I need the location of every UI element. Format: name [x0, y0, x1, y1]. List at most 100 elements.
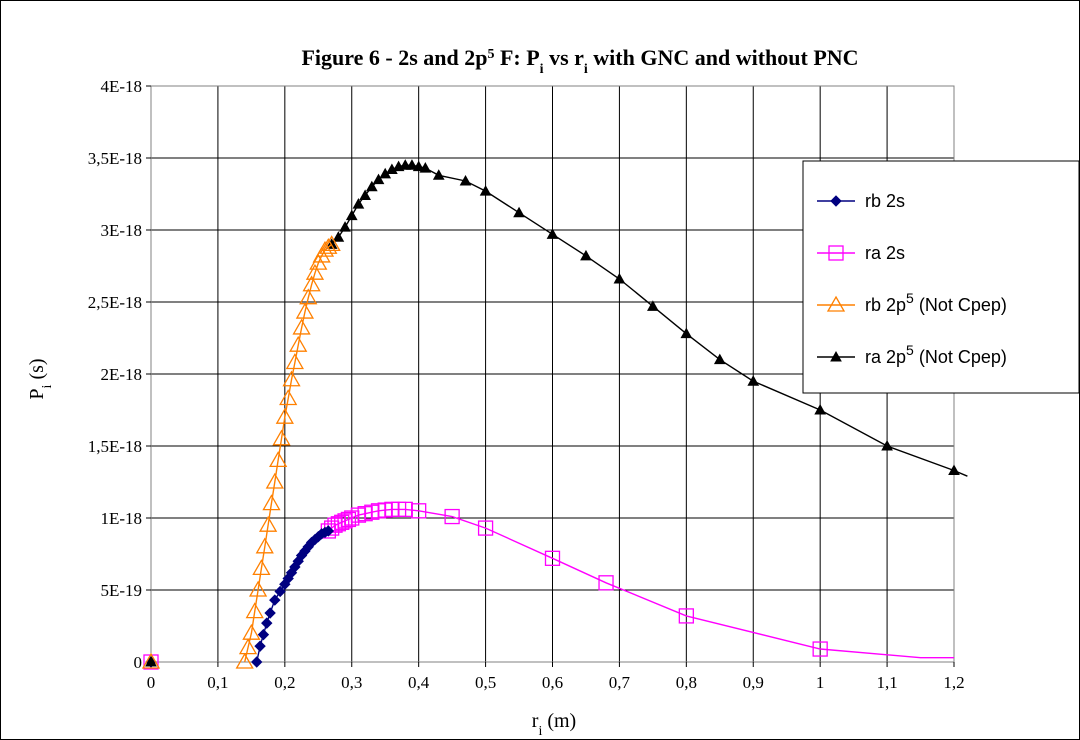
data-point: [269, 594, 281, 606]
data-point: [814, 403, 827, 415]
data-point: [265, 472, 284, 489]
data-point: [305, 263, 325, 280]
legend-label: ra 2p5 (Not Cpep): [865, 342, 1007, 367]
x-tick-label: 0,5: [475, 673, 496, 692]
data-point: [315, 240, 335, 257]
legend-label: ra 2s: [865, 243, 905, 263]
y-tick-label: 2E-18: [100, 365, 142, 384]
data-point: [235, 652, 254, 669]
data-point: [948, 464, 960, 475]
data-point: [285, 353, 304, 370]
legend-label: rb 2p5 (Not Cpep): [865, 290, 1007, 315]
x-tick-label: 0,3: [341, 673, 362, 692]
x-tick-label: 0,1: [207, 673, 228, 692]
data-point: [345, 209, 358, 221]
data-point: [245, 602, 264, 619]
x-tick-label: 1,1: [876, 673, 897, 692]
data-point: [282, 370, 301, 387]
data-point: [264, 607, 276, 619]
series-line: [244, 243, 333, 663]
data-point: [252, 559, 271, 576]
data-point: [340, 511, 357, 528]
data-point: [322, 235, 341, 252]
data-point: [319, 237, 338, 254]
y-tick-label: 3E-18: [100, 221, 142, 240]
x-tick-label: 0,8: [676, 673, 697, 692]
x-tick-label: 0,2: [274, 673, 295, 692]
data-point: [238, 638, 258, 655]
data-point: [613, 272, 626, 284]
y-axis-label: Pi (s): [26, 358, 55, 399]
data-point: [419, 162, 432, 173]
legend-item: rb 2s: [817, 191, 905, 211]
data-point: [444, 508, 460, 525]
data-point: [365, 180, 378, 192]
series-3: [141, 235, 341, 669]
data-point: [352, 198, 365, 209]
series-1: [145, 525, 335, 668]
data-point: [546, 228, 559, 239]
x-tick-label: 0,4: [408, 673, 430, 692]
data-point: [242, 623, 261, 640]
data-point: [680, 327, 693, 339]
legend-marker: [826, 295, 846, 312]
y-tick-label: 3,5E-18: [88, 149, 142, 168]
data-point: [251, 656, 263, 668]
data-point: [812, 641, 828, 657]
data-point: [257, 628, 270, 641]
data-point: [254, 640, 266, 652]
y-tick-label: 1,5E-18: [88, 437, 142, 456]
data-point: [145, 655, 157, 667]
x-tick-label: 0,6: [542, 673, 563, 692]
chart-title: Figure 6 - 2s and 2p5 F: Pi vs ri with G…: [301, 45, 858, 77]
y-tick-label: 1E-18: [100, 509, 142, 528]
legend-item: rb 2p5 (Not Cpep): [817, 290, 1007, 315]
data-point: [332, 231, 345, 242]
data-point: [678, 608, 694, 624]
data-point: [299, 288, 318, 305]
data-point: [275, 407, 294, 424]
data-point: [359, 189, 371, 200]
x-tick-label: 0,7: [609, 673, 631, 692]
data-point: [339, 221, 351, 232]
legend-box: [802, 160, 1079, 394]
data-point: [272, 429, 291, 446]
data-point: [269, 451, 288, 468]
x-tick-label: 1: [816, 673, 825, 692]
data-point: [274, 585, 286, 598]
legend[interactable]: rb 2s ra 2s rb 2p5 (Not Cpep) ra 2p5 (Not C…: [802, 160, 1079, 394]
legend-item: ra 2p5 (Not Cpep): [817, 342, 1007, 367]
data-point: [258, 515, 278, 532]
series-line: [256, 530, 329, 663]
data-point: [255, 537, 274, 554]
data-point: [279, 389, 298, 406]
data-point: [459, 175, 472, 186]
data-point: [302, 275, 321, 292]
series-2: [143, 501, 954, 670]
data-point: [141, 652, 161, 669]
series-line: [327, 508, 954, 659]
data-point: [544, 550, 561, 566]
series-layer: [141, 159, 968, 670]
x-tick-label: 0,9: [743, 673, 764, 692]
legend-marker: [830, 350, 842, 362]
data-point: [262, 494, 281, 511]
y-tick-label: 4E-18: [100, 77, 142, 96]
legend-item: ra 2s: [817, 243, 905, 263]
data-point: [261, 617, 273, 629]
data-point: [295, 302, 315, 319]
x-tick-label: 1,2: [943, 673, 964, 692]
data-point: [747, 375, 760, 386]
data-point: [580, 249, 592, 261]
data-point: [372, 173, 385, 185]
data-point: [292, 318, 311, 335]
data-point: [411, 503, 427, 519]
y-axis-ticks: 0 5E-19 1E-18 1,5E-18 2E-18 2,5E-18 3E-18 3,5E-…: [88, 77, 151, 672]
data-point: [881, 439, 893, 451]
data-point: [412, 160, 425, 172]
x-axis-label: ri (m): [532, 710, 576, 739]
legend-marker: [828, 245, 844, 261]
data-point: [322, 525, 335, 537]
